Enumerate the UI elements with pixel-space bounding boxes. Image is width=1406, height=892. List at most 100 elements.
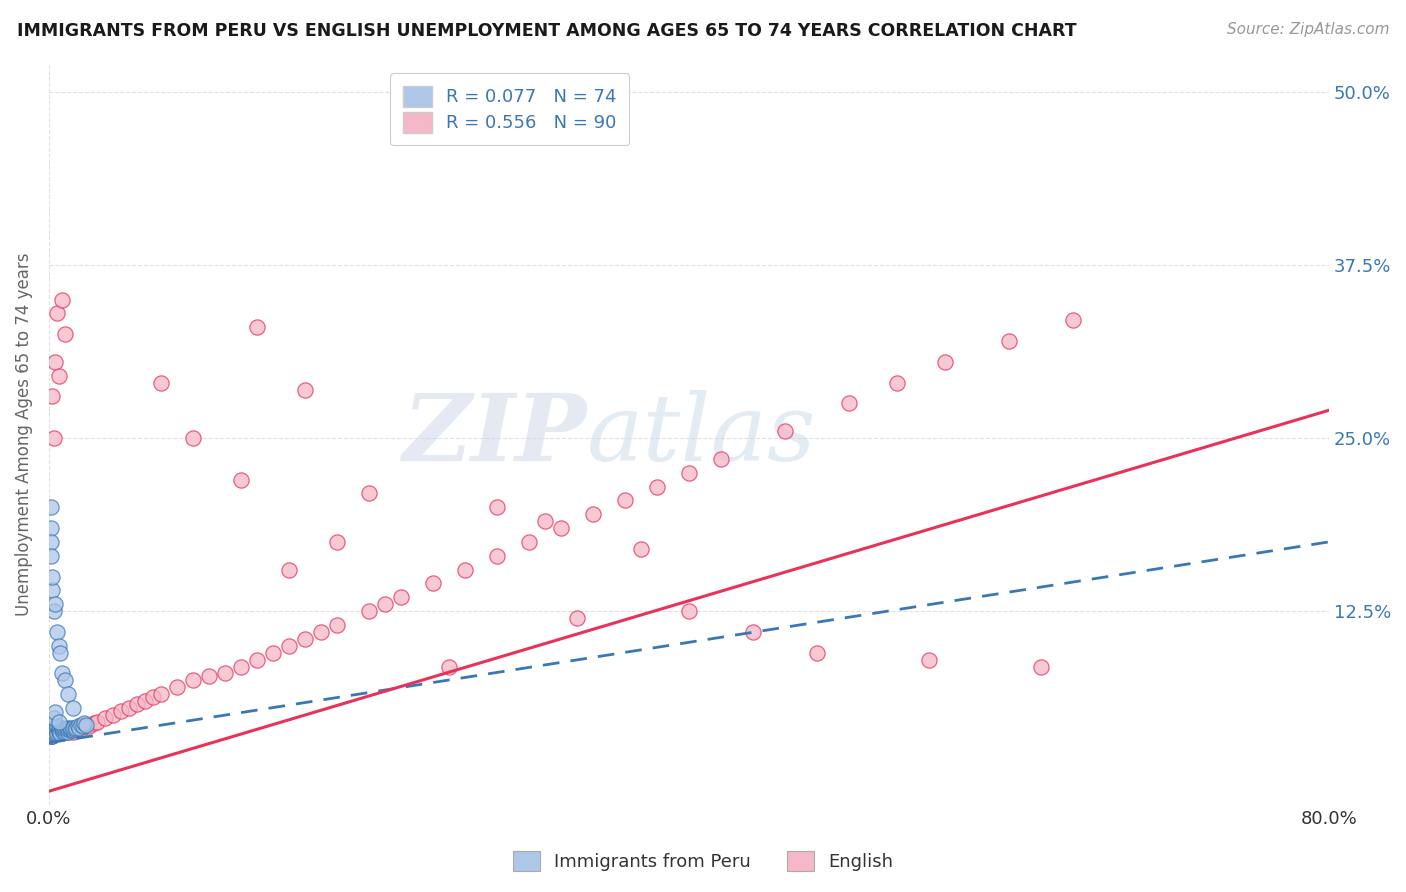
- Point: [39, 726, 62, 740]
- Point: [565, 611, 588, 625]
- Point: [51, 666, 73, 681]
- Point: [41, 569, 63, 583]
- Point: [46, 722, 69, 736]
- Y-axis label: Unemployment Among Ages 65 to 74 years: Unemployment Among Ages 65 to 74 years: [15, 252, 32, 616]
- Point: [39, 729, 62, 743]
- Point: [1062, 313, 1084, 327]
- Point: [59, 723, 82, 738]
- Point: [44, 706, 66, 720]
- Legend: R = 0.077   N = 74, R = 0.556   N = 90: R = 0.077 N = 74, R = 0.556 N = 90: [389, 73, 630, 145]
- Point: [73, 719, 96, 733]
- Point: [39, 549, 62, 563]
- Point: [49, 726, 72, 740]
- Point: [42, 711, 65, 725]
- Point: [41, 722, 63, 736]
- Point: [60, 722, 83, 736]
- Point: [142, 690, 165, 704]
- Point: [39, 521, 62, 535]
- Point: [118, 701, 141, 715]
- Point: [838, 396, 860, 410]
- Point: [42, 724, 65, 739]
- Point: [39, 727, 62, 741]
- Point: [741, 624, 763, 639]
- Point: [44, 726, 66, 740]
- Point: [56, 724, 79, 739]
- Point: [42, 726, 65, 740]
- Point: [39, 722, 62, 736]
- Point: [645, 479, 668, 493]
- Point: [294, 632, 316, 646]
- Point: [886, 376, 908, 390]
- Point: [39, 535, 62, 549]
- Point: [63, 722, 86, 736]
- Point: [44, 724, 66, 739]
- Point: [41, 729, 63, 743]
- Point: [41, 722, 63, 736]
- Point: [55, 723, 77, 738]
- Point: [39, 719, 62, 733]
- Point: [44, 722, 66, 736]
- Point: [60, 722, 83, 736]
- Point: [41, 726, 63, 740]
- Point: [181, 673, 204, 688]
- Point: [582, 507, 605, 521]
- Point: [48, 724, 70, 739]
- Point: [51, 723, 73, 738]
- Point: [229, 659, 252, 673]
- Point: [49, 722, 72, 736]
- Point: [149, 687, 172, 701]
- Text: Source: ZipAtlas.com: Source: ZipAtlas.com: [1226, 22, 1389, 37]
- Point: [56, 724, 79, 739]
- Point: [357, 604, 380, 618]
- Point: [166, 681, 188, 695]
- Point: [75, 717, 97, 731]
- Point: [918, 653, 941, 667]
- Point: [125, 697, 148, 711]
- Point: [62, 724, 84, 739]
- Point: [66, 719, 89, 733]
- Point: [42, 722, 65, 736]
- Point: [806, 646, 828, 660]
- Point: [44, 355, 66, 369]
- Point: [485, 500, 508, 515]
- Point: [55, 721, 77, 735]
- Point: [62, 701, 84, 715]
- Point: [41, 719, 63, 733]
- Point: [48, 723, 70, 738]
- Point: [134, 694, 156, 708]
- Point: [39, 721, 62, 735]
- Point: [42, 727, 65, 741]
- Point: [48, 726, 70, 740]
- Point: [39, 724, 62, 739]
- Point: [49, 646, 72, 660]
- Point: [357, 486, 380, 500]
- Point: [39, 729, 62, 743]
- Point: [44, 723, 66, 738]
- Text: IMMIGRANTS FROM PERU VS ENGLISH UNEMPLOYMENT AMONG AGES 65 TO 74 YEARS CORRELATI: IMMIGRANTS FROM PERU VS ENGLISH UNEMPLOY…: [17, 22, 1077, 40]
- Point: [67, 721, 90, 735]
- Point: [42, 722, 65, 736]
- Point: [710, 451, 733, 466]
- Point: [56, 722, 79, 736]
- Point: [46, 724, 69, 739]
- Point: [44, 721, 66, 735]
- Point: [41, 724, 63, 739]
- Point: [454, 563, 477, 577]
- Point: [998, 334, 1021, 348]
- Point: [44, 722, 66, 736]
- Point: [110, 704, 132, 718]
- Point: [422, 576, 444, 591]
- Point: [42, 724, 65, 739]
- Point: [46, 719, 69, 733]
- Point: [39, 722, 62, 736]
- Point: [550, 521, 572, 535]
- Point: [72, 719, 94, 733]
- Point: [39, 724, 62, 739]
- Point: [53, 673, 76, 688]
- Point: [46, 726, 69, 740]
- Point: [678, 604, 700, 618]
- Point: [42, 727, 65, 741]
- Point: [773, 424, 796, 438]
- Point: [389, 591, 412, 605]
- Point: [41, 583, 63, 598]
